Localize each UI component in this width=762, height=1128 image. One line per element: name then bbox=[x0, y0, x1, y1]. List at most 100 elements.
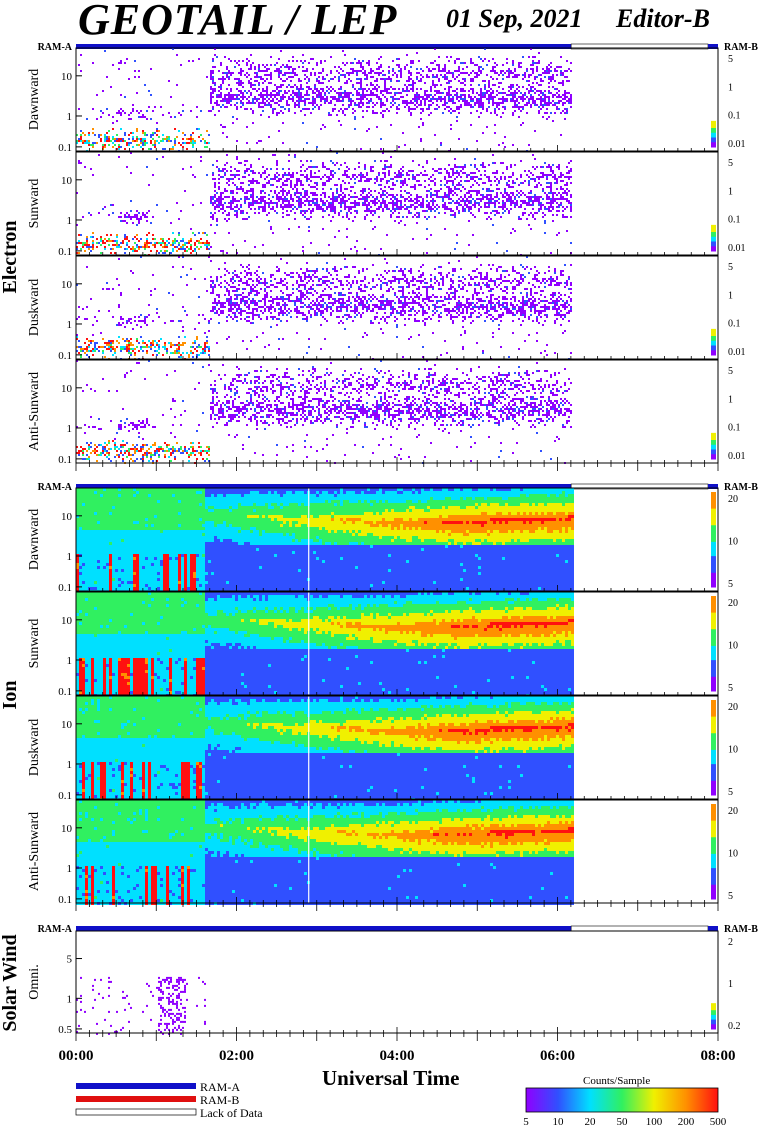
group-solar-wind-ram-left-label: RAM-A bbox=[38, 924, 73, 935]
group-ion-panel-dawnward-data bbox=[76, 488, 574, 593]
group-electron-panel-duskward-ytick-label: 1 bbox=[67, 319, 73, 331]
group-ion-ram-a-end bbox=[708, 484, 718, 489]
group-electron-ram-left-label: RAM-A bbox=[38, 42, 73, 53]
group-electron-panel-dawnward-cbar-tick: 5 bbox=[728, 54, 733, 65]
group-solar-wind-lack bbox=[570, 925, 709, 932]
group-ion-panel-sunward-cbar-tick: 5 bbox=[728, 683, 733, 694]
group-electron-panel-duskward-ytick-label: 0.1 bbox=[58, 350, 72, 362]
group-electron-panel-anti-sunward-ytick-label: 1 bbox=[67, 423, 73, 435]
group-ion-ram-a bbox=[76, 484, 572, 489]
group-ion-panel-dawnward-cbar-tick: 10 bbox=[728, 537, 738, 548]
group-solar-wind-ram-a-end bbox=[708, 926, 718, 931]
group-electron-ram-a bbox=[76, 44, 572, 49]
group-electron-panel-dawnward-label: Dawnward bbox=[27, 69, 42, 130]
group-solar-wind-ram-a bbox=[76, 926, 572, 931]
group-electron-panel-anti-sunward-cbar-tick: 5 bbox=[728, 366, 733, 377]
group-ion-panel-sunward-label: Sunward bbox=[27, 619, 42, 669]
group-ion-panel-anti-sunward-colorbar bbox=[711, 804, 716, 900]
x-tick-label-2: 04:00 bbox=[380, 1048, 415, 1064]
group-electron-panel-sunward-ytick-label: 1 bbox=[67, 215, 73, 227]
group-solar-wind-label: Solar Wind bbox=[0, 934, 21, 1031]
group-solar-wind-panel-omni-ytick-label: 5 bbox=[67, 954, 73, 966]
group-electron-panel-duskward-cbar-tick: 0.01 bbox=[728, 347, 746, 358]
group-electron-panel-sunward-cbar-tick: 0.1 bbox=[728, 215, 741, 226]
group-ion-panel-duskward-ytick-label: 0.1 bbox=[58, 790, 72, 802]
colorbar-tick-5: 200 bbox=[678, 1116, 695, 1128]
group-electron-panel-sunward-cbar-tick: 0.01 bbox=[728, 243, 746, 254]
group-electron-panel-dawnward-ytick-label: 0.1 bbox=[58, 142, 72, 154]
group-electron-panel-dawnward-ytick-label: 10 bbox=[61, 71, 73, 83]
group-ion-label: Ion bbox=[0, 681, 21, 710]
colorbar-main bbox=[525, 1087, 719, 1113]
group-ion-panel-dawnward-ytick-label: 0.1 bbox=[58, 582, 72, 594]
group-ion-ram-left-label: RAM-A bbox=[38, 482, 73, 493]
group-electron-panel-anti-sunward-ytick-label: 10 bbox=[61, 383, 73, 395]
group-ion-panel-duskward-data bbox=[76, 696, 574, 801]
group-electron-panel-sunward-data bbox=[76, 152, 572, 256]
group-electron-panel-dawnward-cbar-tick: 1 bbox=[728, 82, 733, 93]
group-ion-panel-duskward-cbar-tick: 10 bbox=[728, 745, 738, 756]
x-tick-label-3: 06:00 bbox=[540, 1048, 575, 1064]
group-ion-panel-sunward-ytick-label: 0.1 bbox=[58, 686, 72, 698]
legend-ram-a-label: RAM-A bbox=[200, 1080, 240, 1095]
group-ion-panel-dawnward-label: Dawnward bbox=[27, 509, 42, 570]
group-electron-panel-anti-sunward-colorbar bbox=[711, 432, 716, 460]
group-electron-panel-dawnward-cbar-tick: 0.01 bbox=[728, 139, 746, 150]
legend-ram-b-label: RAM-B bbox=[200, 1093, 239, 1108]
group-electron-panel-anti-sunward-label: Anti-Sunward bbox=[27, 372, 42, 451]
group-solar-wind-panel-omni-ytick-label: 1 bbox=[67, 993, 73, 1005]
group-solar-wind-panel-omni-cbar-tick: 2 bbox=[728, 937, 733, 948]
group-ion-panel-duskward-cbar-tick: 5 bbox=[728, 787, 733, 798]
group-ion-panel-anti-sunward-label: Anti-Sunward bbox=[27, 812, 42, 891]
group-electron-panel-sunward-colorbar bbox=[711, 224, 716, 252]
group-ion-panel-sunward-ytick-label: 10 bbox=[61, 615, 73, 627]
group-ion-panel-duskward-ytick-label: 1 bbox=[67, 759, 73, 771]
group-ion-panel-anti-sunward-ytick-label: 0.1 bbox=[58, 894, 72, 906]
group-ion-panel-anti-sunward-cbar-tick: 10 bbox=[728, 849, 738, 860]
group-solar-wind-panel-omni-ytick-label: 0.5 bbox=[58, 1024, 72, 1036]
group-ion-ram-right-label: RAM-B bbox=[724, 482, 758, 493]
group-electron-panel-sunward-ytick-label: 0.1 bbox=[58, 246, 72, 258]
legend-ram-a-swatch bbox=[76, 1083, 196, 1089]
colorbar-tick-2: 20 bbox=[585, 1116, 597, 1128]
group-ion-panel-anti-sunward-cbar-tick: 5 bbox=[728, 891, 733, 902]
group-electron-panel-duskward-cbar-tick: 0.1 bbox=[728, 319, 741, 330]
group-ion-panel-dawnward-cbar-tick: 5 bbox=[728, 579, 733, 590]
group-ion-panel-duskward-colorbar bbox=[711, 700, 716, 796]
group-ion-panel-sunward-cbar-tick: 20 bbox=[728, 598, 738, 609]
figure-date: 01 Sep, 2021 bbox=[446, 4, 583, 34]
group-electron-panel-dawnward-cbar-tick: 0.1 bbox=[728, 111, 741, 122]
group-solar-wind-panel-omni-cbar-tick: 0.2 bbox=[728, 1021, 741, 1032]
group-solar-wind-ram-right-label: RAM-B bbox=[724, 924, 758, 935]
group-ion-panel-duskward-label: Duskward bbox=[27, 719, 42, 777]
group-ion-panel-sunward-cbar-tick: 10 bbox=[728, 641, 738, 652]
group-ion-panel-duskward-cbar-tick: 20 bbox=[728, 702, 738, 713]
group-electron-panel-dawnward-colorbar bbox=[711, 120, 716, 148]
colorbar-tick-1: 10 bbox=[553, 1116, 565, 1128]
group-electron-panel-sunward-cbar-tick: 1 bbox=[728, 186, 733, 197]
group-electron-panel-anti-sunward-cbar-tick: 1 bbox=[728, 394, 733, 405]
group-ion-panel-dawnward-ytick-label: 10 bbox=[61, 511, 73, 523]
figure-title: GEOTAIL / LEP bbox=[78, 0, 397, 45]
group-electron-panel-dawnward-data bbox=[76, 48, 572, 152]
group-electron-panel-sunward-cbar-tick: 5 bbox=[728, 158, 733, 169]
x-tick-label-4: 08:00 bbox=[701, 1048, 736, 1064]
group-ion-panel-sunward-colorbar bbox=[711, 596, 716, 692]
legend-ram-b-swatch bbox=[76, 1096, 196, 1102]
group-electron-panel-duskward-cbar-tick: 1 bbox=[728, 290, 733, 301]
group-solar-wind-panel-omni-cbar-tick: 1 bbox=[728, 979, 733, 990]
group-electron-panel-anti-sunward-data bbox=[76, 360, 572, 464]
figure-editor: Editor-B bbox=[616, 4, 710, 34]
group-ion-panel-dawnward-cbar-tick: 20 bbox=[728, 494, 738, 505]
group-ion-panel-anti-sunward-cbar-tick: 20 bbox=[728, 806, 738, 817]
x-axis-title: Universal Time bbox=[322, 1066, 459, 1091]
group-electron-panel-anti-sunward-cbar-tick: 0.1 bbox=[728, 423, 741, 434]
group-electron-panel-duskward-data bbox=[76, 256, 572, 360]
x-tick-label-0: 00:00 bbox=[59, 1048, 94, 1064]
group-ion-panel-dawnward-colorbar bbox=[711, 492, 716, 588]
group-electron-panel-sunward-label: Sunward bbox=[27, 179, 42, 229]
group-solar-wind-panel-omni-data bbox=[76, 976, 206, 1035]
group-ion-panel-anti-sunward-ytick-label: 10 bbox=[61, 823, 73, 835]
group-ion-panel-anti-sunward-ytick-label: 1 bbox=[67, 863, 73, 875]
